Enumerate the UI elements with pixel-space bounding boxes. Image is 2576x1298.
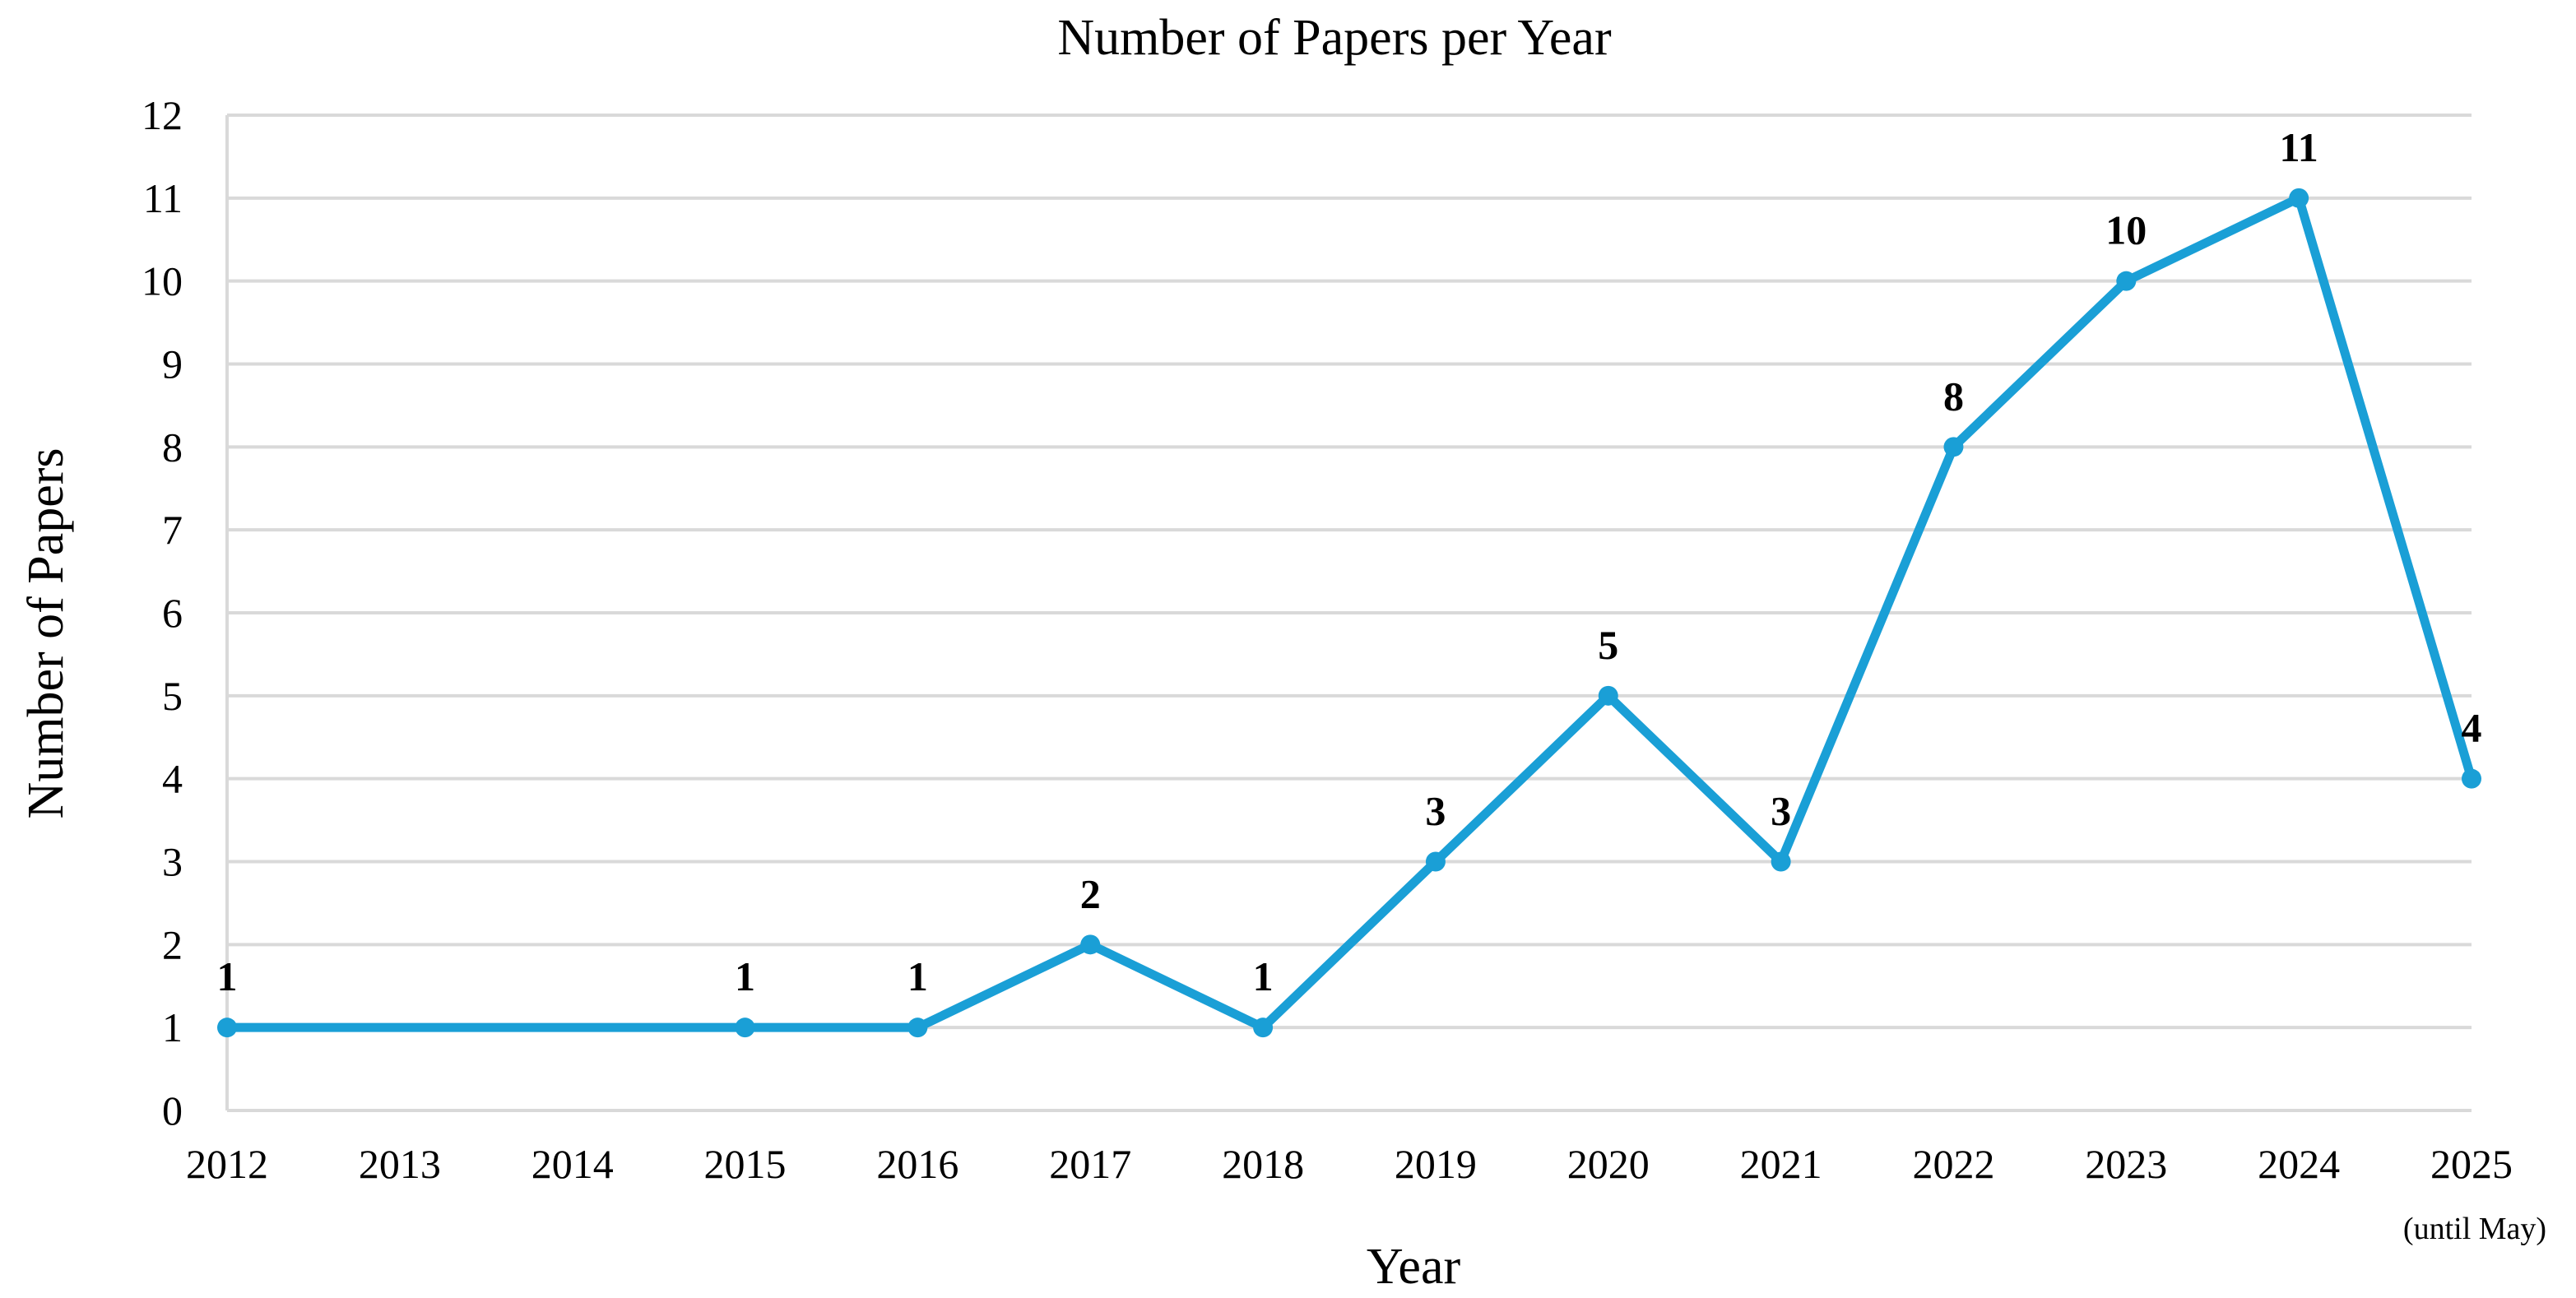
y-tick-label-8: 8 [162,424,183,470]
data-point-2022 [1943,437,1964,457]
x-tick-label-2023: 2023 [2085,1141,2167,1187]
y-tick-label-5: 5 [162,673,183,719]
x-tick-label-2015: 2015 [704,1141,787,1187]
chart-title: Number of Papers per Year [1057,10,1612,66]
y-tick-label-9: 9 [162,341,183,387]
y-tick-label-6: 6 [162,590,183,636]
y-tick-label-10: 10 [142,258,183,304]
data-label-2024: 11 [2280,124,2318,170]
data-label-2025: 4 [2462,705,2482,751]
data-point-2019 [1425,851,1446,872]
y-tick-label-2: 2 [162,921,183,967]
y-tick-label-1: 1 [162,1004,183,1050]
x-tick-label-2018: 2018 [1222,1141,1304,1187]
data-point-2025 [2462,768,2481,789]
data-point-2012 [217,1018,237,1038]
data-label-2023: 10 [2105,207,2147,253]
x-tick-label-2014: 2014 [531,1141,614,1187]
data-label-2018: 1 [1253,953,1274,999]
data-label-2015: 1 [735,953,755,999]
data-label-2020: 5 [1598,622,1618,668]
x-axis-title: Year [1367,1239,1461,1295]
data-label-2017: 2 [1080,870,1101,916]
gridlines [227,114,2472,1030]
y-axis-title: Number of Papers [18,447,74,818]
x-tick-label-2020: 2020 [1567,1141,1650,1187]
y-tick-label-3: 3 [162,839,183,885]
data-point-2018 [1253,1018,1274,1038]
y-tick-label-12: 12 [142,92,183,138]
data-point-2020 [1598,685,1618,706]
y-tick-label-7: 7 [162,507,183,553]
data-point-2023 [2116,271,2137,291]
axes [225,115,2472,1112]
data-point-2024 [2289,188,2309,208]
data-label-2016: 1 [907,953,928,999]
x-tick-label-2024: 2024 [2258,1141,2340,1187]
data-point-2016 [907,1018,928,1038]
data-label-2012: 1 [217,953,238,999]
x-tick-label-2013: 2013 [359,1141,441,1187]
x-tick-label-2017: 2017 [1049,1141,1131,1187]
data-label-2019: 3 [1425,788,1446,834]
data-label-2022: 8 [1943,373,1964,419]
data-point-2017 [1080,934,1101,955]
x-tick-label-2012: 2012 [186,1141,268,1187]
series-lines [222,193,2476,1032]
y-tick-label-11: 11 [143,175,183,221]
data-label-2021: 3 [1771,788,1791,834]
series-line-0 [222,193,2476,1032]
x-tick-labels: 2012 2013 2014 2015 2016 2017 2018 2019 2020 2021… [186,1141,2546,1246]
x-tick-note-2025: (until May) [2403,1212,2546,1246]
x-tick-label-2022: 2022 [1912,1141,1994,1187]
x-tick-label-2016: 2016 [876,1141,958,1187]
data-point-2021 [1771,851,1791,872]
y-tick-label-4: 4 [162,756,183,802]
y-tick-label-0: 0 [162,1087,183,1133]
data-point-2015 [735,1018,755,1038]
x-tick-label-2019: 2019 [1395,1141,1477,1187]
x-tick-label-2025: 2025 [2430,1141,2513,1187]
x-tick-label-2021: 2021 [1740,1141,1822,1187]
data-points [217,188,2481,1038]
